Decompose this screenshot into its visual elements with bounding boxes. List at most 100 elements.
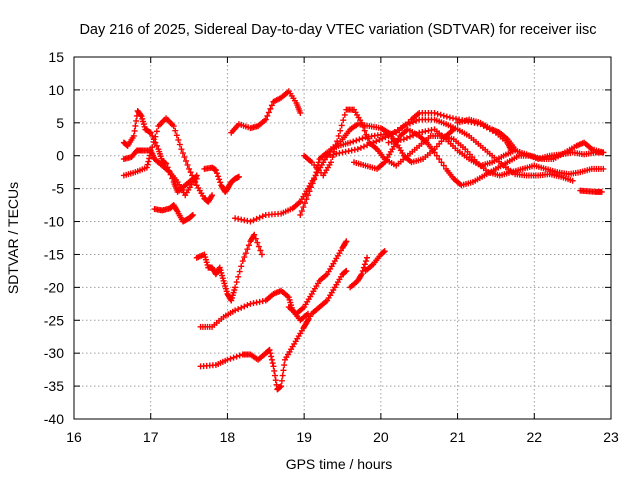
data-point [403, 134, 410, 141]
data-point [209, 192, 216, 199]
data-point [176, 141, 183, 148]
x-tick-label: 16 [66, 429, 82, 445]
y-tick-label: -15 [44, 246, 64, 262]
data-point [153, 128, 160, 135]
x-tick-label: 17 [143, 429, 159, 445]
data-point [337, 127, 344, 134]
x-tick-label: 20 [373, 429, 389, 445]
data-point [300, 204, 307, 211]
data-point [132, 122, 139, 129]
data-point [358, 119, 365, 126]
y-tick-label: -20 [44, 279, 64, 295]
data-point [181, 154, 188, 161]
data-point [242, 250, 249, 257]
data-point [147, 129, 154, 136]
data-point [251, 231, 258, 238]
data-point [238, 304, 245, 311]
data-point [216, 176, 223, 183]
data-point [361, 127, 368, 134]
series-arc-10 [197, 317, 311, 393]
data-point [381, 248, 388, 255]
data-point [266, 346, 273, 353]
data-point [373, 138, 380, 145]
data-point [227, 355, 234, 362]
data-point [255, 243, 262, 250]
x-tick-label: 19 [296, 429, 312, 445]
data-point [153, 142, 160, 149]
data-point [269, 360, 276, 367]
data-point [400, 123, 407, 130]
series-arc-6 [228, 88, 304, 136]
data-point [143, 164, 150, 171]
data-point [382, 134, 389, 141]
series-arc-5 [201, 164, 242, 195]
data-point [304, 192, 311, 199]
series-arc-3 [120, 147, 200, 199]
data-point [343, 238, 350, 245]
data-point [131, 127, 138, 134]
data-point [235, 306, 242, 313]
series-arc-8 [193, 231, 265, 304]
data-point [354, 146, 361, 153]
data-point [360, 123, 367, 130]
series-arc-18 [351, 126, 607, 189]
data-point [273, 381, 280, 388]
x-tick-label: 22 [526, 429, 542, 445]
data-point [215, 173, 222, 180]
data-point [407, 120, 414, 127]
x-tick-label: 23 [603, 429, 619, 445]
y-tick-label: -40 [44, 411, 64, 427]
data-point [130, 132, 137, 139]
data-point [410, 119, 417, 126]
data-point [267, 105, 274, 112]
y-tick-label: -30 [44, 345, 64, 361]
data-point [259, 213, 266, 220]
data-point [217, 179, 224, 186]
y-tick-label: -35 [44, 378, 64, 394]
data-point [332, 143, 339, 150]
series-arc-14 [362, 248, 388, 274]
data-point [173, 132, 180, 139]
data-point [327, 159, 334, 166]
data-point [186, 165, 193, 172]
data-point [297, 211, 304, 218]
data-point [193, 172, 200, 179]
series-arc-17 [324, 116, 576, 184]
data-point [150, 136, 157, 143]
data-point [133, 117, 140, 124]
data-point [183, 157, 190, 164]
data-point [362, 258, 369, 265]
data-point [241, 303, 248, 310]
data-point [244, 246, 251, 253]
data-point [213, 170, 220, 177]
data-point [279, 372, 286, 379]
data-point [189, 211, 196, 218]
data-point [600, 149, 607, 156]
data-point [370, 139, 377, 146]
data-point [268, 353, 275, 360]
data-point [264, 112, 271, 119]
data-point [359, 135, 366, 142]
data-point [224, 356, 231, 363]
data-point [271, 367, 278, 374]
data-point [149, 132, 156, 139]
data-point [146, 155, 153, 162]
y-tick-label: 5 [56, 115, 64, 131]
data-point [235, 273, 242, 280]
data-point [306, 188, 313, 195]
plot-frame [73, 56, 612, 420]
series-arc-21 [577, 187, 605, 195]
data-point [311, 176, 318, 183]
x-tick-label: 21 [450, 429, 466, 445]
data-point [440, 112, 447, 119]
data-point [272, 377, 279, 384]
data-point [236, 268, 243, 275]
data-point [413, 117, 420, 124]
data-point [431, 109, 438, 116]
data-point [258, 251, 265, 258]
data-point [175, 136, 182, 143]
data-point [179, 150, 186, 157]
x-tick-label: 18 [220, 429, 236, 445]
data-point [410, 132, 417, 139]
series-arc-12 [301, 267, 350, 330]
